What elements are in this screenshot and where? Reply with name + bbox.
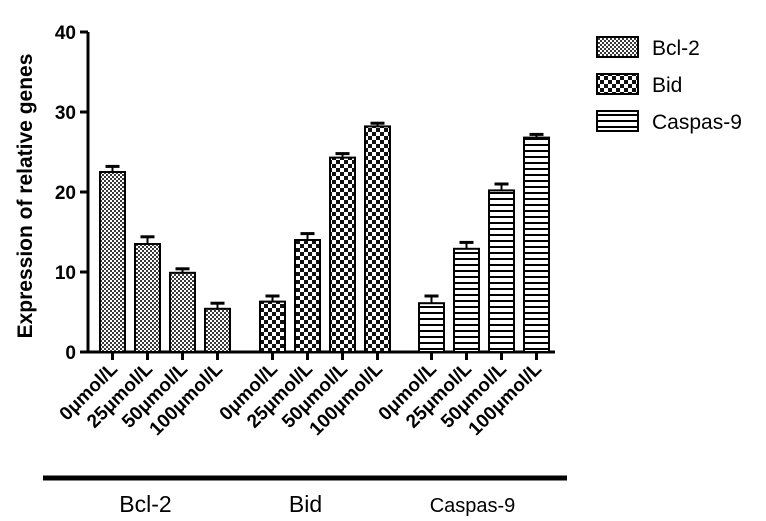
- legend-label: Bid: [652, 74, 682, 97]
- x-tick-labels: 0μmol/L25μmol/L50μmol/L100μmol/L0μmol/L2…: [56, 358, 547, 440]
- bar: [259, 300, 286, 354]
- bar: [453, 247, 480, 353]
- bar: [329, 156, 356, 353]
- legend-label: Bcl-2: [652, 37, 700, 60]
- bar: [169, 271, 196, 353]
- group-label: Bcl-2: [119, 491, 171, 517]
- y-tick-label: 10: [55, 263, 76, 284]
- bar: [488, 189, 515, 353]
- chart-axes: 0 10 20 30 40: [55, 23, 555, 364]
- y-axis-title: Expression of relative genes: [14, 54, 37, 339]
- legend-swatch: [596, 110, 639, 132]
- chart-bars: [99, 121, 550, 360]
- group-label: Bid: [289, 491, 322, 517]
- bar: [204, 307, 231, 353]
- bar: [134, 243, 161, 353]
- bar: [523, 136, 550, 353]
- bar: [294, 239, 321, 353]
- group-label: Caspas-9: [430, 495, 516, 517]
- chart-legend: Bcl-2 Bid Caspas-9: [596, 36, 742, 134]
- y-tick-label: 20: [55, 183, 76, 204]
- legend-label: Caspas-9: [652, 111, 742, 134]
- legend-swatch: [596, 36, 639, 58]
- bar: [99, 171, 126, 353]
- bar: [364, 125, 391, 354]
- y-tick-label: 40: [55, 23, 76, 44]
- y-tick-label: 30: [55, 103, 76, 124]
- bar: [418, 302, 445, 354]
- legend-swatch: [596, 73, 639, 95]
- group-labels: Bcl-2 Bid Caspas-9: [43, 475, 567, 517]
- y-tick-label: 0: [65, 343, 76, 364]
